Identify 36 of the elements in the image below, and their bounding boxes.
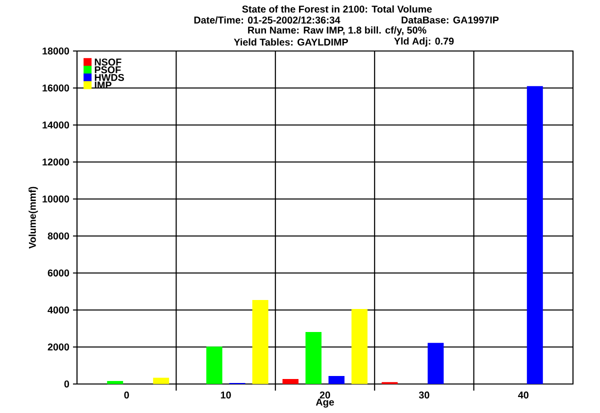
bar	[252, 300, 268, 384]
bar	[526, 86, 543, 384]
y-tick-label: 2000	[48, 343, 70, 350]
text: Run Name: Raw IMP, 1.8 bill. cf/y, 50%	[248, 26, 426, 36]
x-tick-label: 10	[220, 392, 231, 399]
x-axis-title: Age	[316, 398, 334, 408]
y-tick-label: 18000	[42, 47, 70, 54]
text: Yld Adj: 0.79	[394, 37, 454, 47]
y-tick-label: 0	[64, 380, 70, 388]
y-tick-label: 8000	[48, 232, 70, 240]
y-tick-label: 12000	[42, 158, 70, 166]
x-tick-label: 20	[320, 392, 330, 399]
bar	[206, 346, 222, 384]
y-tick-label: 14000	[42, 121, 70, 128]
y-axis-title: Volume(mmf)	[28, 186, 38, 249]
x-tick-label: 0	[124, 392, 129, 399]
y-tick-label: 6000	[48, 269, 70, 276]
text: Yield Tables: GAYLDIMP	[234, 38, 348, 46]
bar	[282, 378, 298, 384]
y-tick-label: 10000	[42, 195, 70, 202]
y-tick-label: 16000	[42, 84, 70, 92]
bar	[107, 381, 124, 384]
bar	[153, 378, 170, 384]
legend-label: PSOF	[94, 66, 121, 74]
x-tick-label: 30	[418, 392, 430, 399]
bar	[428, 342, 444, 384]
bar	[328, 376, 344, 384]
legend-label: NSOF	[94, 58, 122, 66]
bar	[306, 332, 322, 384]
text: Date/Time: 01-25-2002/12:36:34	[194, 16, 340, 24]
text: DataBase: GA1997IP	[402, 16, 499, 24]
x-tick-label: 40	[518, 392, 528, 399]
bar	[352, 309, 368, 384]
y-tick-label: 4000	[48, 306, 70, 314]
legend-label: HWDS	[94, 74, 124, 81]
chart-title: State of the Forest in 2100: Total Volume	[242, 5, 432, 13]
